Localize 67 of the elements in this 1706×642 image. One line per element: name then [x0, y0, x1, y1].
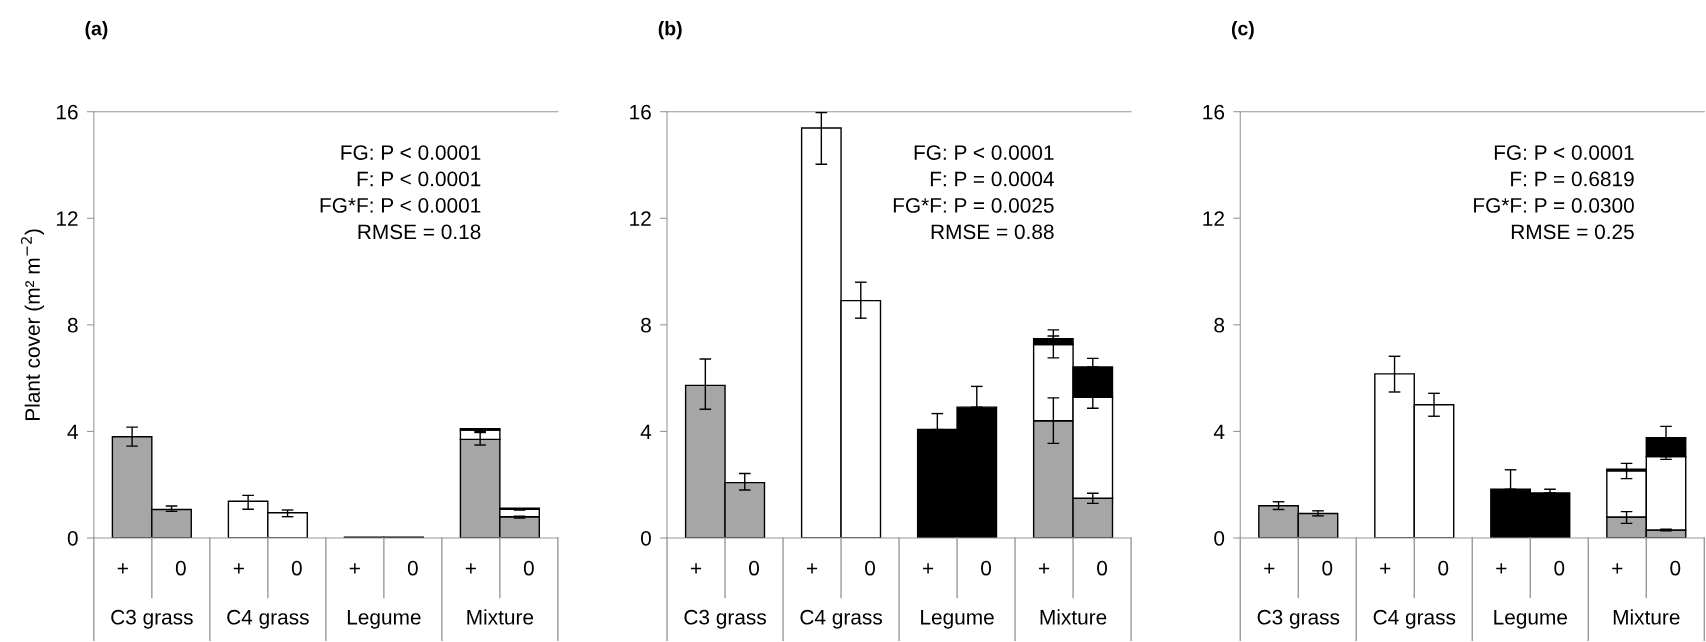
x-tick-label: 0: [175, 560, 186, 576]
x-tick-label: 0: [981, 560, 992, 576]
x-tick-label: +: [233, 563, 244, 574]
annotation: FG: P < 0.0001: [1494, 145, 1634, 160]
annotation: F: P < 0.0001: [357, 171, 481, 187]
y-tick-label: 16: [56, 104, 78, 120]
x-tick-label: 0: [865, 560, 876, 576]
x-tick-label: +: [117, 563, 128, 574]
y-tick-label: 16: [1203, 104, 1225, 120]
annotation: FG*F: P < 0.0001: [320, 198, 481, 213]
y-tick-label: 12: [630, 211, 651, 226]
text: Legume: [1494, 610, 1567, 629]
x-tick-label: +: [690, 563, 702, 574]
x-tick-label: +: [1039, 563, 1050, 574]
x-tick-label: 0: [1322, 560, 1333, 576]
annotation: FG*F: P = 0.0300: [1474, 198, 1634, 213]
annotation: RMSE = 0.88: [931, 224, 1054, 240]
text: C4 grass: [800, 609, 882, 629]
annotation: RMSE = 0.18: [358, 224, 481, 240]
y-tick-label: 16: [630, 104, 651, 120]
text: C3 grass: [684, 609, 766, 629]
text: Mixture: [1613, 609, 1680, 625]
x-tick-label: +: [1380, 563, 1391, 574]
annotation: FG*F: P = 0.0025: [893, 198, 1054, 213]
text: C4 grass: [227, 609, 309, 629]
y-tick-label: 8: [641, 317, 651, 333]
text: Mixture: [467, 609, 534, 625]
y-axis-title: Plant cover (m² m$^{−2}$): [20, 229, 45, 421]
annotation: FG: P < 0.0001: [341, 145, 481, 160]
y-tick-label: 4: [67, 424, 78, 439]
text: C4 grass: [1373, 609, 1456, 629]
y-tick-label: 0: [641, 531, 651, 546]
y-tick-label: 4: [1213, 424, 1225, 439]
text: Mixture: [1040, 609, 1107, 625]
y-tick-label: 0: [1214, 531, 1225, 546]
y-tick-label: 12: [56, 211, 78, 226]
x-tick-label: 0: [1554, 560, 1565, 576]
text: Legume: [921, 610, 994, 629]
x-tick-label: 0: [1670, 560, 1681, 576]
x-tick-label: +: [465, 563, 476, 574]
x-tick-label: 0: [407, 560, 418, 576]
y-tick-label: 0: [67, 531, 78, 546]
chart-title: (c): [1231, 21, 1254, 40]
x-tick-label: 0: [523, 560, 534, 576]
chart-title: (a): [85, 21, 108, 40]
text: Legume: [347, 610, 421, 629]
x-tick-label: +: [806, 563, 818, 574]
text: C3 grass: [1257, 609, 1340, 629]
y-tick-label: 8: [67, 317, 78, 333]
x-tick-label: 0: [1438, 560, 1449, 576]
annotation: F: P = 0.0004: [930, 171, 1054, 187]
x-tick-label: +: [923, 563, 934, 574]
x-tick-label: +: [349, 563, 360, 574]
text: C3 grass: [111, 609, 193, 629]
chart-title: (b): [658, 21, 682, 40]
annotation: FG: P < 0.0001: [914, 145, 1054, 160]
annotation: RMSE = 0.25: [1511, 224, 1634, 240]
x-tick-label: 0: [1097, 560, 1108, 576]
y-tick-label: 4: [640, 424, 652, 439]
y-tick-label: 12: [1203, 211, 1224, 226]
x-tick-label: 0: [291, 560, 302, 576]
x-tick-label: 0: [749, 560, 760, 576]
y-tick-label: 8: [1214, 317, 1225, 333]
x-tick-label: +: [1264, 563, 1275, 574]
x-tick-label: +: [1612, 563, 1623, 574]
x-tick-label: +: [1496, 563, 1507, 574]
annotation: F: P = 0.6819: [1511, 171, 1634, 187]
